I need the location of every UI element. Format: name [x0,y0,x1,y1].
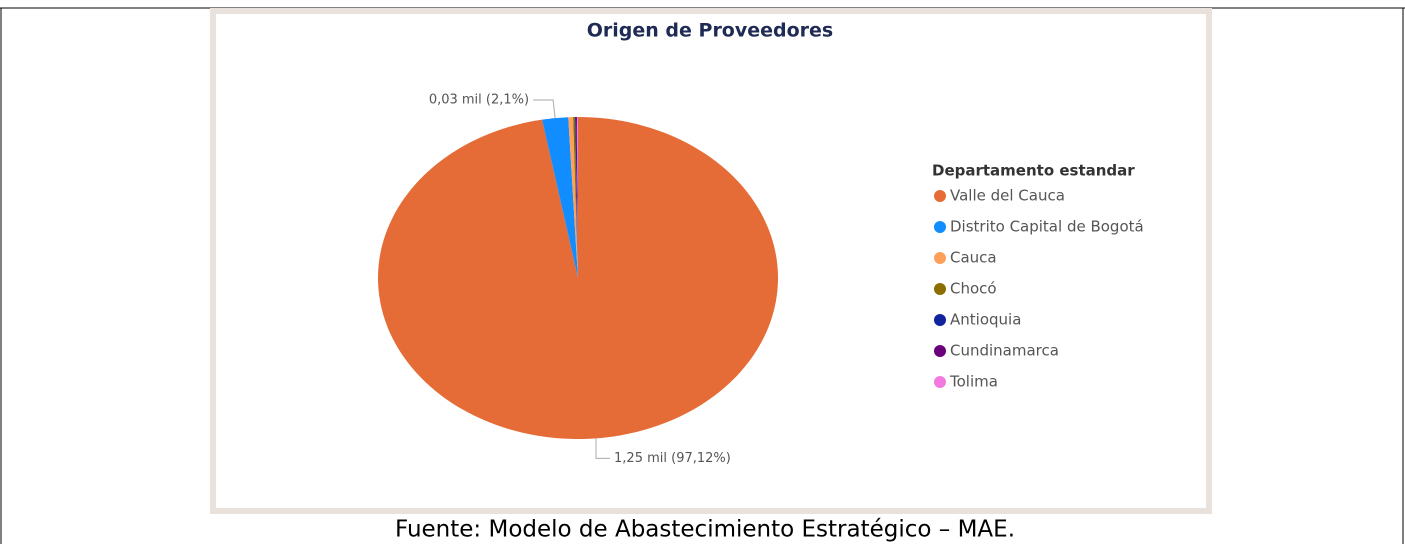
pie-slice [577,117,578,278]
chart-title: Origen de Proveedores [587,20,834,42]
pie-slice [542,117,578,278]
pie-slice [575,117,578,278]
legend-label: Chocó [950,280,997,298]
legend-swatch [934,252,946,264]
pie-slice [573,117,578,278]
legend-swatch [934,345,946,357]
legend-swatch [934,221,946,233]
legend-label: Antioquia [950,311,1021,329]
legend-title: Departamento estandar [932,162,1135,180]
pie-slice [568,117,578,278]
legend-label: Tolima [949,373,998,391]
data-label: 1,25 mil (97,12%) [614,451,731,466]
pie-slice [377,117,778,439]
legend-swatch [934,376,946,388]
legend-swatch [934,314,946,326]
legend-label: Cundinamarca [950,342,1059,360]
legend-label: Valle del Cauca [950,187,1065,205]
caption: Fuente: Modelo de Abastecimiento Estraté… [395,517,1015,543]
legend-label: Cauca [950,249,997,267]
leader-line [595,438,611,459]
leader-line [533,99,556,119]
legend-swatch [934,283,946,295]
pie-slice [576,117,578,278]
legend-label: Distrito Capital de Bogotá [950,218,1144,236]
data-label: 0,03 mil (2,1%) [429,93,529,108]
legend-swatch [934,190,946,202]
